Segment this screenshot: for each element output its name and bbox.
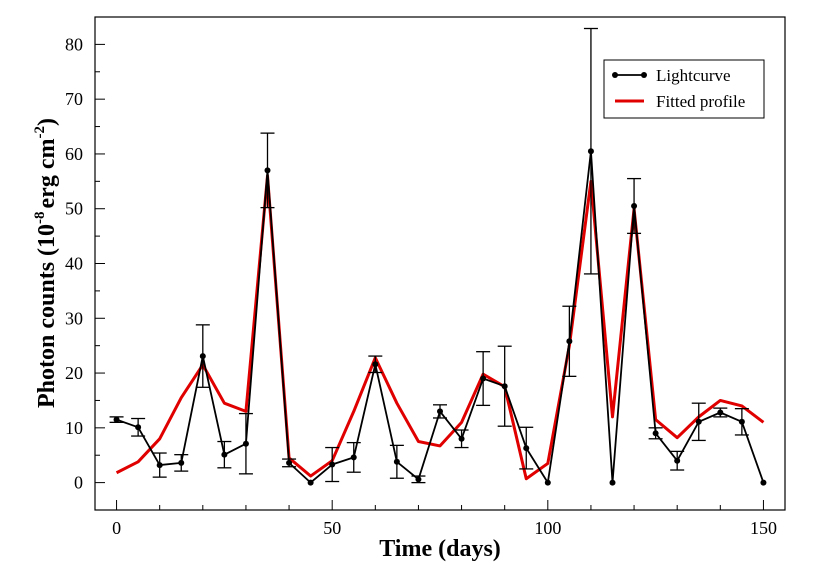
- lightcurve-point: [242, 440, 249, 447]
- legend-lightcurve-marker: [641, 72, 647, 78]
- lightcurve-point: [566, 338, 573, 345]
- y-tick-label: 50: [65, 199, 83, 219]
- fitted-profile-series: [115, 174, 765, 481]
- y-tick-label: 0: [74, 473, 83, 493]
- x-axis-title: Time (days): [379, 536, 501, 562]
- lightcurve-point: [221, 451, 228, 458]
- lightcurve-point: [760, 479, 767, 486]
- lightcurve-point: [523, 445, 530, 452]
- y-tick-label: 30: [65, 308, 83, 328]
- lightcurve-point: [199, 353, 206, 360]
- y-tick-label: 20: [65, 363, 83, 383]
- lightcurve-point: [652, 430, 659, 437]
- lightcurve-point: [437, 408, 443, 415]
- lightcurve-point: [717, 409, 724, 416]
- lightcurve-point: [350, 454, 357, 461]
- lightcurve-point: [264, 167, 271, 174]
- fitted-profile-line: [115, 174, 765, 481]
- lightcurve-point: [286, 459, 293, 466]
- lightcurve-point: [372, 361, 379, 368]
- lightcurve-point: [544, 479, 551, 486]
- y-axis-title: Photon counts (10-8erg cm-2): [32, 118, 60, 408]
- legend: Lightcurve Fitted profile: [603, 59, 765, 119]
- lightcurve-point: [501, 383, 508, 390]
- lightcurve-point: [329, 461, 336, 468]
- y-tick-label: 40: [65, 254, 83, 274]
- lightcurve-point: [113, 416, 120, 423]
- legend-fit-label: Fitted profile: [656, 92, 745, 111]
- y-tick-label: 10: [65, 418, 83, 438]
- x-tick-label: 0: [112, 518, 121, 538]
- x-tick-label: 100: [534, 518, 561, 538]
- y-tick-label: 70: [65, 89, 83, 109]
- lightcurve-point: [480, 375, 487, 382]
- lightcurve-point: [738, 418, 745, 425]
- y-tick-label: 60: [65, 144, 83, 164]
- x-tick-label: 50: [323, 518, 341, 538]
- lightcurve-point: [587, 148, 594, 155]
- lightcurve-point: [178, 459, 185, 466]
- axis-ticks: 0 50 100 150 0 10 20 30 40 50 60 70 80: [65, 16, 777, 538]
- lightcurve-point: [393, 458, 400, 465]
- legend-box: [603, 59, 765, 119]
- lightcurve-series: [109, 27, 767, 486]
- legend-lightcurve-label: Lightcurve: [656, 66, 731, 85]
- lightcurve-point: [609, 479, 616, 486]
- lightcurve-point: [415, 476, 422, 483]
- lightcurve-point: [307, 479, 314, 486]
- lightcurve-point: [156, 462, 163, 469]
- lightcurve-point: [695, 418, 702, 425]
- lightcurve-point: [135, 424, 142, 431]
- y-tick-label: 80: [65, 34, 83, 54]
- x-tick-label: 150: [750, 518, 777, 538]
- lightcurve-point: [631, 202, 638, 209]
- lightcurve-point: [674, 457, 681, 464]
- legend-lightcurve-marker: [612, 72, 618, 78]
- lightcurve-line: [116, 150, 765, 484]
- lightcurve-point: [458, 435, 465, 442]
